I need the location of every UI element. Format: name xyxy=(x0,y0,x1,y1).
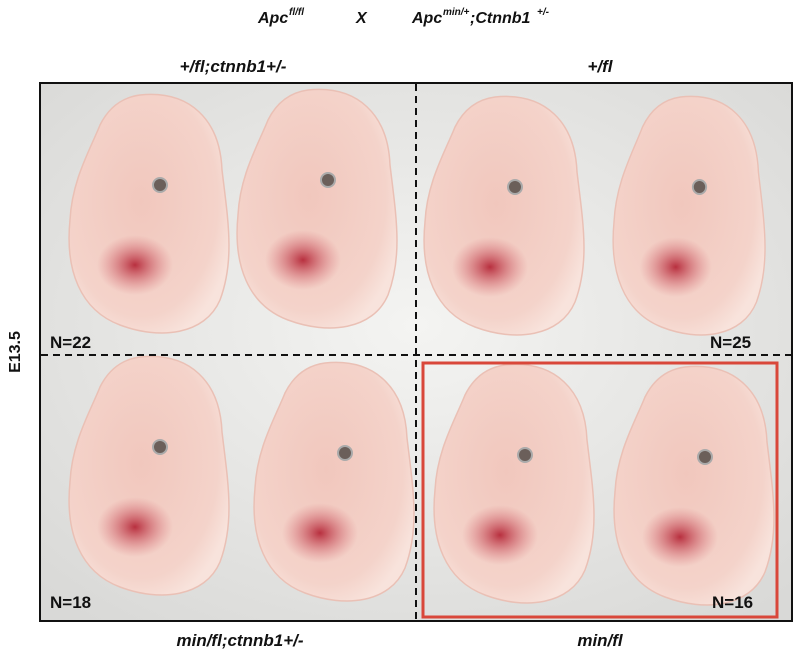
cross-allele: fl/fl xyxy=(289,7,304,18)
genotype-label: +/fl;ctnnb1+/- xyxy=(180,57,287,76)
count-label: N=18 xyxy=(50,593,91,612)
highlight-box xyxy=(421,361,779,619)
cross-gene: Apc xyxy=(411,10,442,27)
count-label: N=16 xyxy=(712,593,753,612)
cross-allele: +/- xyxy=(537,7,550,18)
genotype-label: min/fl xyxy=(577,631,624,650)
cross-gene: ;Ctnnb1 xyxy=(470,10,531,27)
cross-symbol: X xyxy=(355,10,368,27)
genotype-label: +/fl xyxy=(587,57,613,76)
count-label: N=25 xyxy=(710,333,751,352)
cross-allele: min/+ xyxy=(443,7,470,18)
cross-gene: Apc xyxy=(257,10,288,27)
count-label: N=22 xyxy=(50,333,91,352)
genotype-label: min/fl;ctnnb1+/- xyxy=(176,631,303,650)
stage-label: E13.5 xyxy=(7,331,24,373)
